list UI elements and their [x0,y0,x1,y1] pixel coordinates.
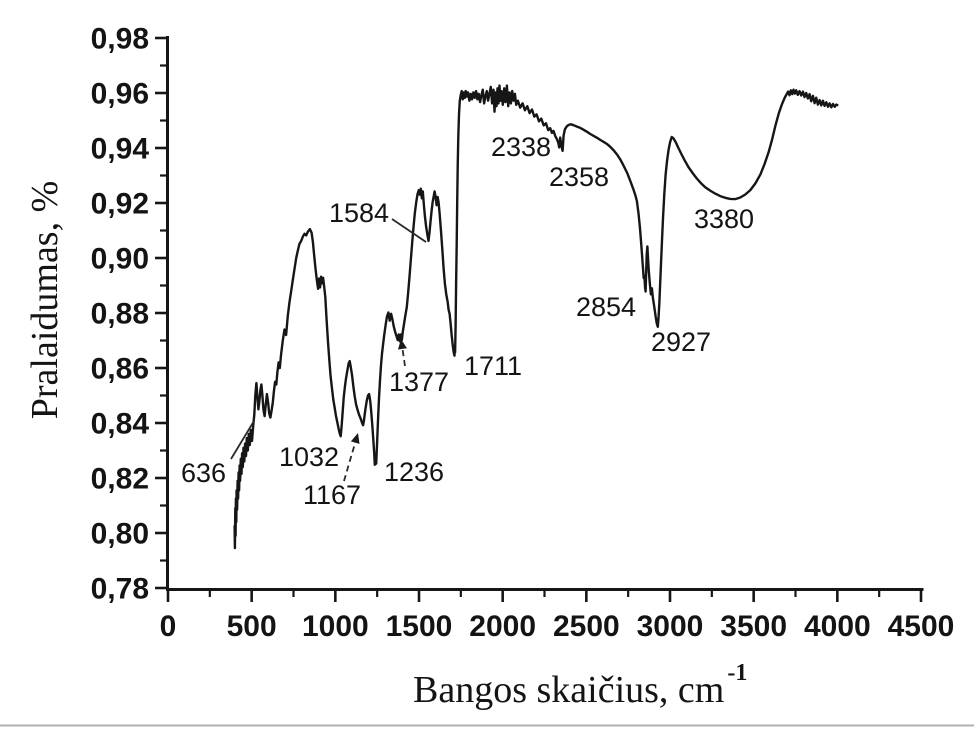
spectrum-curve [233,84,839,550]
x-axis-title-superscript: -1 [727,660,747,686]
x-tick-label: 3500 [720,610,787,643]
y-tick-label: 0,96 [91,78,149,111]
y-tick-label: 0,94 [91,133,150,166]
annotation-leader-line [230,420,255,460]
y-tick-label: 0,92 [91,188,149,221]
peak-label-1711: 1711 [464,351,522,381]
peak-label-1167: 1167 [303,480,361,510]
peak-label-1236: 1236 [384,457,444,487]
peak-label-1584: 1584 [329,198,389,228]
y-tick-label: 0,80 [91,518,149,551]
x-axis: 0 500 1000 1500 2000 2500 3000 3500 4000 4500 [160,588,955,643]
y-tick-label: 0,86 [91,353,149,386]
x-tick-label: 1000 [302,610,369,643]
y-tick-label: 0,84 [91,408,150,441]
y-tick-label: 0,82 [91,463,149,496]
peak-label-1032: 1032 [279,442,339,472]
y-tick-label: 0,78 [91,573,149,606]
annotation-leader-line [391,218,427,243]
x-tick-label: 0 [160,610,177,643]
spectrum-line [233,84,839,550]
annotation-arrowhead [398,339,407,350]
x-tick-label: 1500 [386,610,453,643]
peak-label-3380: 3380 [694,204,754,234]
peak-label-1377: 1377 [389,367,449,397]
y-tick-label: 0,88 [91,298,149,331]
y-axis: 0,98 0,96 0,94 0,92 0,90 0,88 0,86 0,84 0,82 0,80… [91,23,169,606]
y-tick-label: 0,98 [91,23,149,56]
x-tick-label: 2500 [553,610,620,643]
peak-label-2854: 2854 [576,292,636,322]
x-axis-title: Bangos skaičius, cm -1 [413,660,747,711]
peak-label-636: 636 [181,458,226,488]
x-tick-label: 500 [227,610,277,643]
y-tick-label: 0,90 [91,243,149,276]
y-axis-title: Pralaidumas, % [24,181,66,420]
x-tick-label: 4500 [888,610,955,643]
x-tick-label: 3000 [637,610,704,643]
x-tick-label: 4000 [804,610,871,643]
peak-label-2358: 2358 [549,162,609,192]
peak-label-2338: 2338 [491,132,551,162]
x-axis-title-main: Bangos skaičius, cm [413,669,724,711]
peak-label-2927: 2927 [651,327,711,357]
x-tick-label: 2000 [469,610,536,643]
annotation-arrowhead [350,433,360,444]
